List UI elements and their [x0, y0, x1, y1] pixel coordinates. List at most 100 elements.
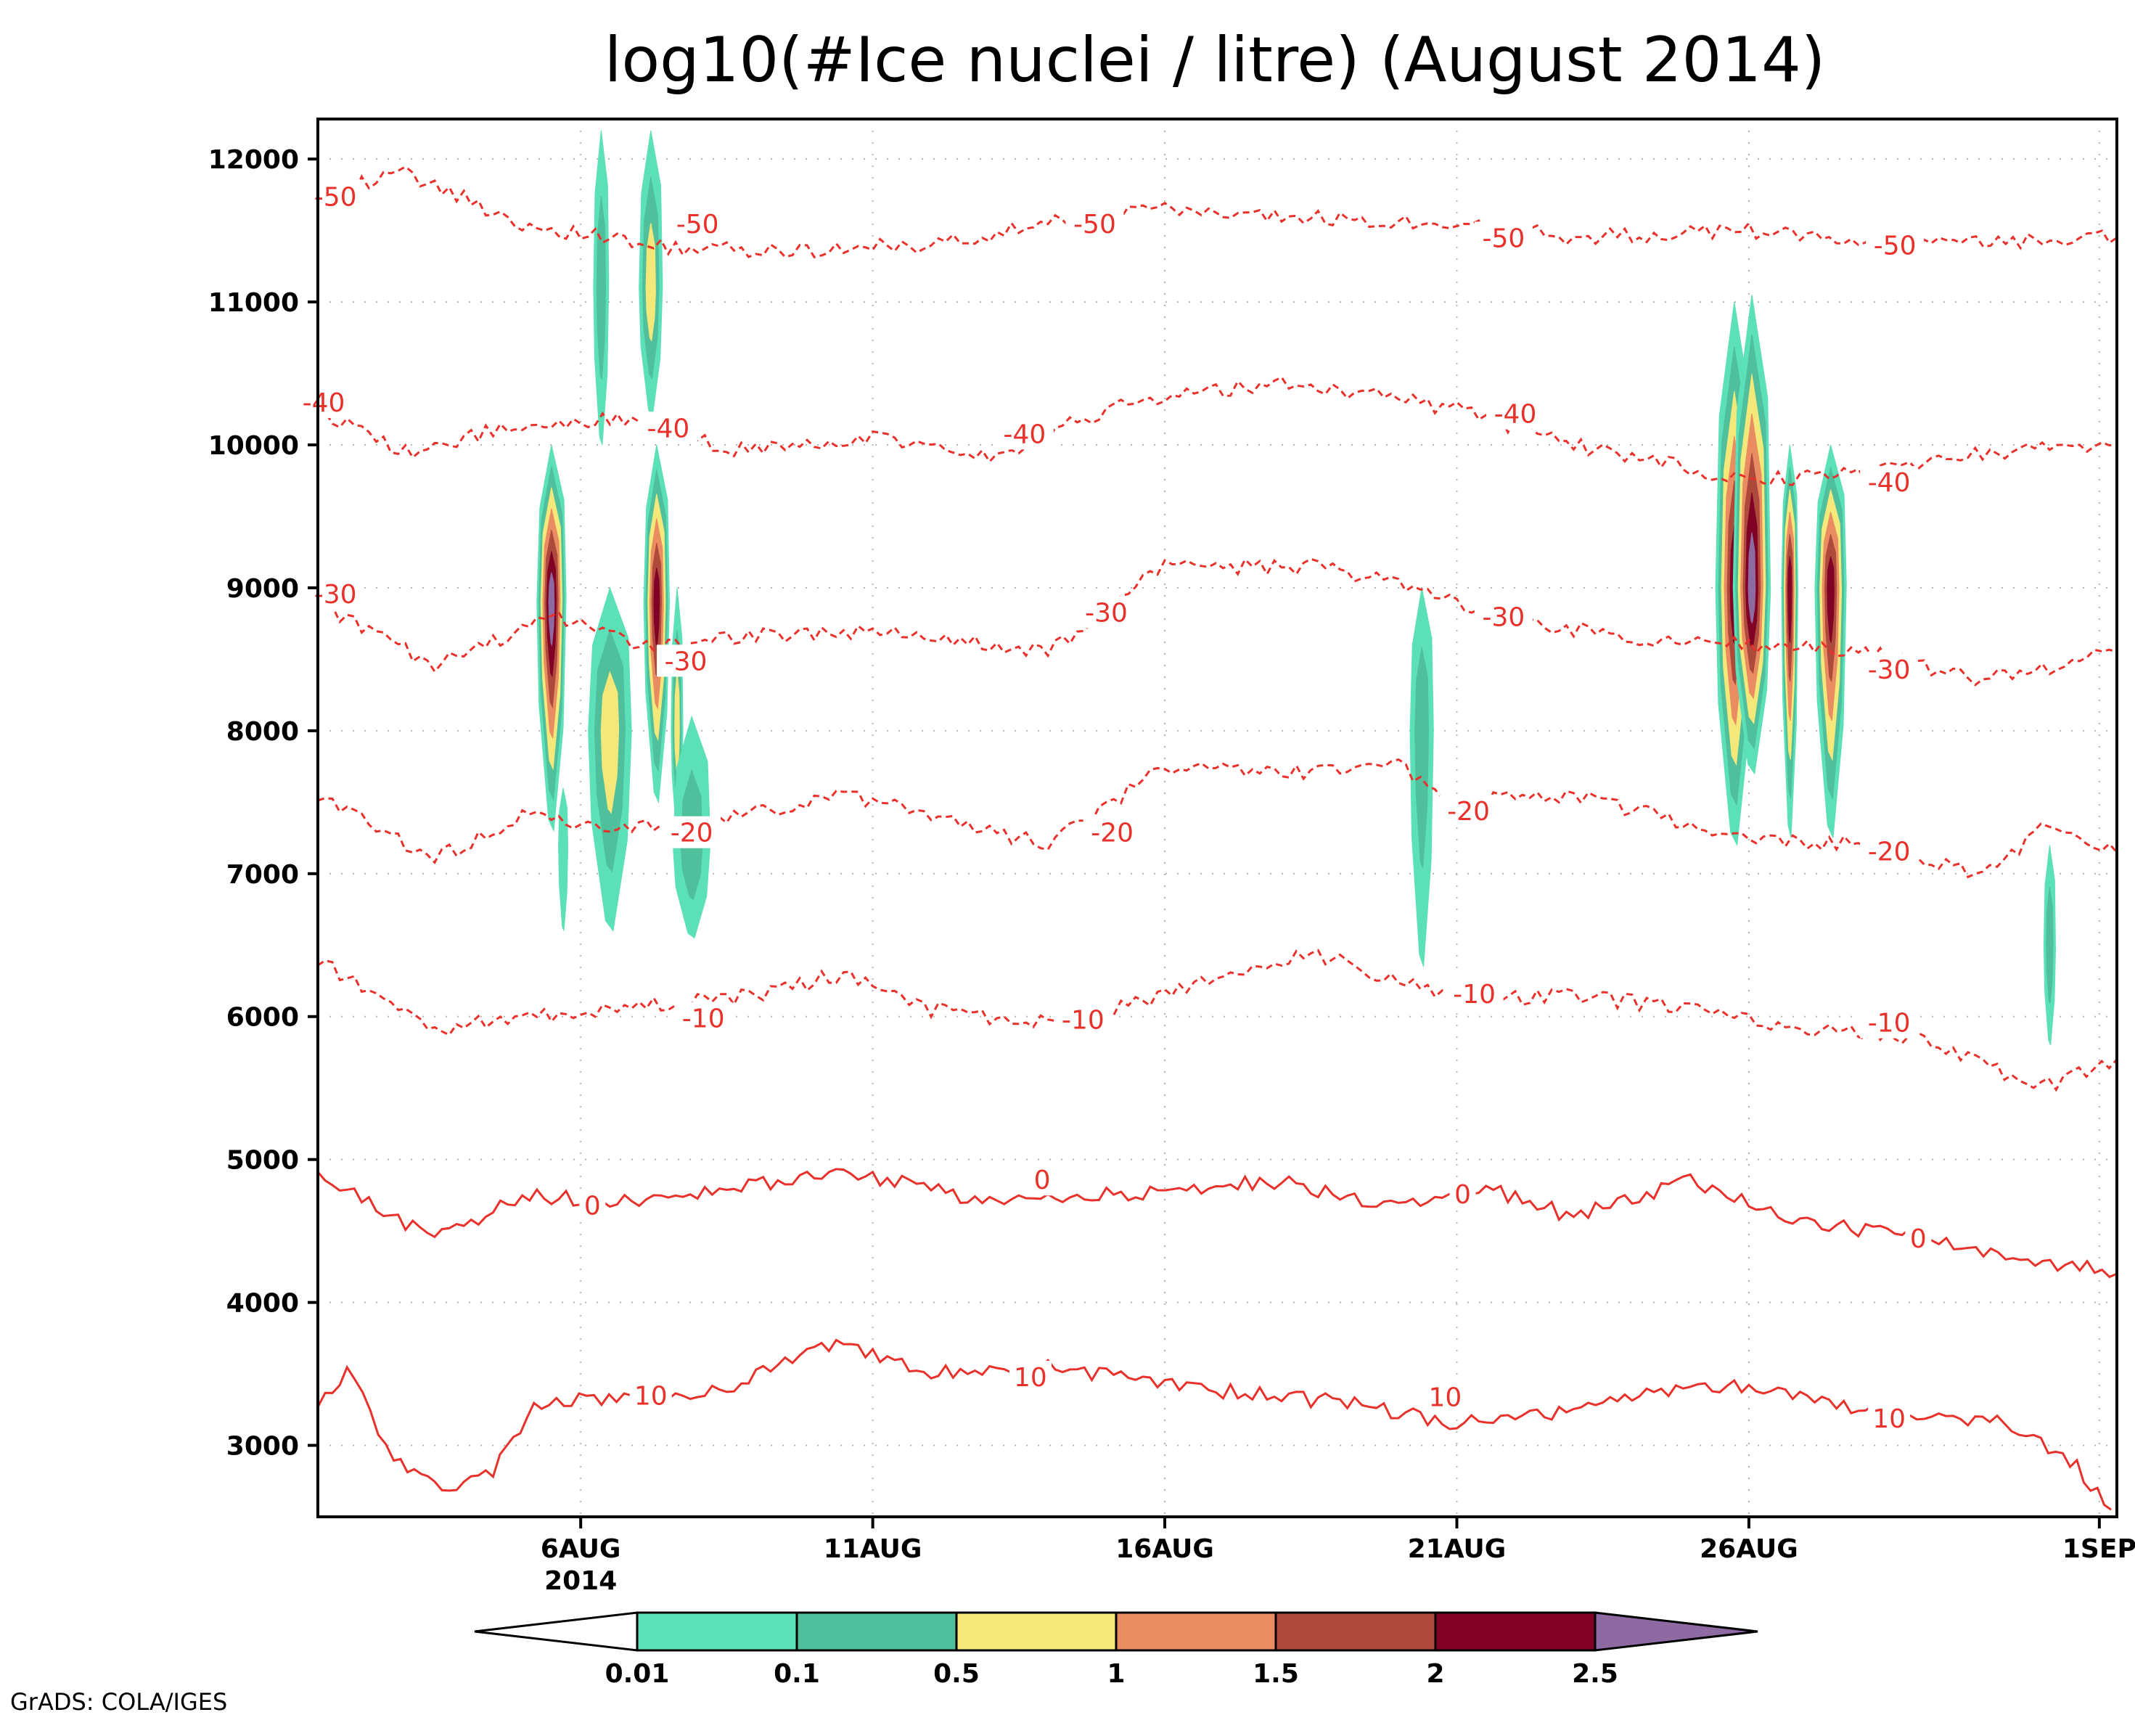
contour-label-bg: [674, 1002, 733, 1034]
x-tick-sublabel: 2014: [544, 1566, 617, 1596]
y-tick-label: 8000: [226, 717, 299, 747]
temperature-contours: -50-50 -50 -50 -50-40-40 -40-40-40-30-30-30-…: [295, 165, 2118, 1511]
contour-line: [316, 1168, 2118, 1279]
contour-label-bg: [657, 644, 716, 677]
contour-label-bg: [306, 180, 365, 213]
colorbar-swatch: [1274, 1611, 1437, 1652]
contour-label: -30: [1482, 602, 1525, 632]
contour-label: -40: [1868, 468, 1911, 498]
x-tick-label: 16AUG: [1115, 1534, 1214, 1564]
colorbar-swatch: [1434, 1611, 1597, 1652]
contour-label-bg: [1860, 1006, 1919, 1039]
contour--20: -20 -20 -20 -20: [317, 758, 2118, 879]
contour-label: -50: [1874, 231, 1917, 261]
contour-label: -40: [1003, 419, 1046, 449]
y-tick-label: 7000: [226, 860, 299, 890]
ice-nuclei-cell: [639, 130, 663, 418]
y-tick-label: 3000: [226, 1432, 299, 1462]
colorbar-swatch: [795, 1611, 958, 1652]
contour-label: -30: [1085, 598, 1128, 628]
ice-nuclei-level-5: [1787, 556, 1792, 643]
contour-label: -50: [676, 210, 719, 239]
contour-label: 10: [1872, 1404, 1906, 1434]
contour-label: 0: [1034, 1166, 1051, 1195]
contour-label: 10: [1428, 1383, 1462, 1413]
colorbar-label: 2.5: [1572, 1659, 1618, 1689]
contour-label-bg: [629, 1379, 672, 1412]
contour-10: 10 10 10 10: [316, 1338, 2112, 1511]
ice-nuclei-cell: [1814, 444, 1847, 838]
contour-label: 10: [1014, 1363, 1047, 1393]
colorbar: 0.01 0.1 0.5 1 1.5 2 2.5: [474, 1611, 1758, 1689]
x-tick-label: 21AUG: [1408, 1534, 1507, 1564]
contour-label: -20: [1447, 797, 1490, 827]
contour-label-bg: [1077, 596, 1136, 629]
contour-label-bg: [1445, 978, 1504, 1010]
colorbar-label: 0.5: [933, 1659, 980, 1689]
contour-label: -30: [314, 580, 357, 610]
y-tick-label: 11000: [208, 288, 299, 318]
contour-label: 0: [1454, 1180, 1471, 1210]
ice-nuclei-level-6: [1747, 532, 1756, 624]
x-tick-label: 1SEP: [2062, 1534, 2135, 1564]
contour--10: -10 -10 -10 -10: [317, 949, 2118, 1092]
contour-line: [316, 1338, 2112, 1511]
colorbar-swatch: [636, 1611, 798, 1652]
x-tick-label: 11AUG: [824, 1534, 922, 1564]
contour-label: -10: [1868, 1009, 1911, 1039]
ice-nuclei-field: [536, 130, 2057, 1046]
contour-label: 0: [584, 1192, 601, 1221]
contour-label-bg: [1009, 1361, 1052, 1393]
y-tick-label: 6000: [226, 1003, 299, 1033]
colorbar-over-arrow: [1594, 1611, 1758, 1652]
contour-line: [317, 949, 2118, 1092]
contour-label: -40: [303, 388, 345, 418]
contour-label-bg: [1065, 207, 1124, 239]
contour--50: -50 -50 -50 -50 -50: [306, 165, 2118, 261]
ice-nuclei-cell: [588, 586, 632, 932]
y-tick-label: 9000: [226, 574, 299, 604]
x-tick-label: 26AUG: [1700, 1534, 1798, 1564]
y-tick-label: 10000: [208, 431, 299, 461]
ice-nuclei-cell: [1409, 587, 1434, 967]
contour-label: -40: [1494, 400, 1537, 430]
contour-label-bg: [1905, 1221, 1932, 1254]
ice-nuclei-cell: [558, 787, 569, 931]
colorbar-label: 1.5: [1253, 1659, 1299, 1689]
y-tick-label: 12000: [208, 145, 299, 175]
ice-nuclei-level-0: [558, 787, 569, 931]
contour-label-bg: [1474, 600, 1533, 633]
colorbar-swatch: [955, 1611, 1118, 1652]
contour-label: 10: [634, 1382, 668, 1412]
plot-frame: [316, 118, 2118, 1518]
colorbar-label: 1: [1107, 1659, 1125, 1689]
contour-label-bg: [1054, 1003, 1112, 1036]
contour-line: [317, 165, 2118, 259]
ice-nuclei-level-5: [653, 568, 660, 647]
contour-label: -50: [314, 182, 357, 212]
chart-title: log10(#Ice nuclei / litre) (August 2014): [605, 24, 1826, 97]
contour-label-bg: [1860, 466, 1919, 499]
y-axis: 3000 4000 5000 6000 7000 8000 9000 10000 11000 12…: [208, 145, 318, 1462]
contour-label-bg: [579, 1189, 606, 1221]
contour-label-bg: [1860, 835, 1919, 867]
colorbar-label: 0.1: [774, 1659, 820, 1689]
contour-label: -20: [1868, 837, 1911, 867]
contour-label-bg: [1860, 653, 1919, 686]
contour-label: -20: [671, 819, 713, 848]
contour-label-bg: [639, 412, 697, 444]
contour-label: -30: [665, 647, 708, 676]
contour-label: -20: [1091, 819, 1134, 848]
y-tick-label: 5000: [226, 1146, 299, 1176]
contour-label-bg: [1083, 816, 1142, 848]
contour-label-bg: [1439, 795, 1498, 827]
contour-label-bg: [1866, 229, 1925, 261]
contour-label-bg: [295, 385, 353, 418]
ice-nuclei-level-6: [548, 572, 555, 647]
contour--40: -40 -40 -40 -40 -40: [295, 375, 2118, 499]
contour-label-bg: [663, 816, 721, 848]
ice-nuclei-cell: [643, 444, 671, 804]
credit-text: GrADS: COLA/IGES: [10, 1688, 227, 1716]
